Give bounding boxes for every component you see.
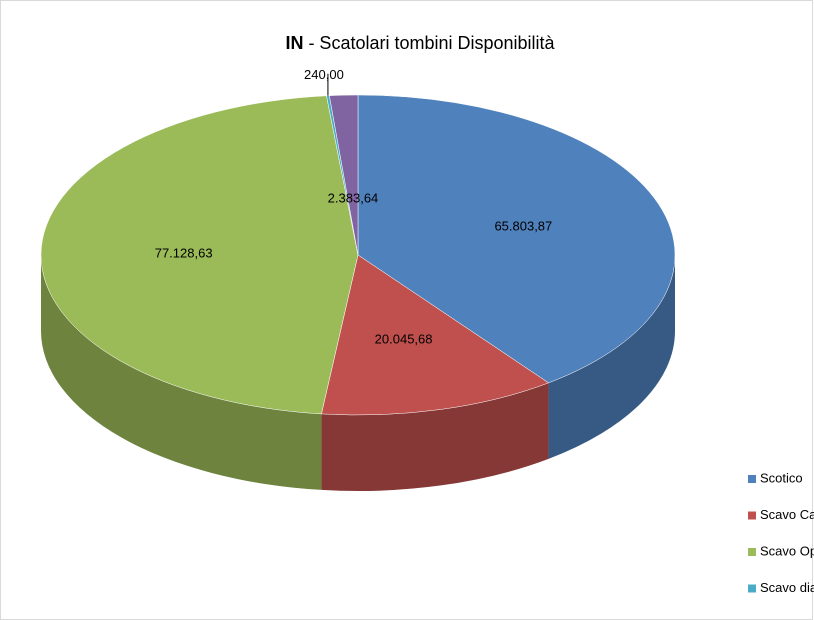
- pie-side: [41, 255, 322, 490]
- data-label: 240,00: [304, 67, 344, 82]
- legend-swatch: [748, 584, 756, 593]
- data-label: 2.383,64: [328, 190, 379, 205]
- data-label: 65.803,87: [494, 219, 552, 234]
- legend-label: Scotico: [760, 470, 803, 485]
- pie-slice: [40, 95, 359, 415]
- pie-slice: [329, 94, 359, 256]
- legend-label: Scavo diaframmi: [760, 580, 814, 595]
- legend-swatch: [748, 548, 756, 556]
- data-label: 77.128,63: [155, 246, 213, 261]
- data-label: 20.045,68: [375, 331, 433, 346]
- chart-title: IN - Scatolari tombini Disponibilità: [285, 33, 555, 53]
- pie-slice: [357, 94, 676, 384]
- title-text: - Scatolari tombini Disponibilità: [303, 33, 555, 53]
- title-bold: IN: [285, 33, 303, 53]
- legend-swatch: [748, 511, 756, 520]
- legend-label: Scavo Canali: [760, 507, 814, 522]
- pie-side: [321, 382, 549, 491]
- legend-swatch: [748, 475, 756, 483]
- pie-side: [548, 255, 675, 459]
- legend-label: Scavo Opere: [760, 543, 814, 558]
- pie-slice: [321, 254, 550, 416]
